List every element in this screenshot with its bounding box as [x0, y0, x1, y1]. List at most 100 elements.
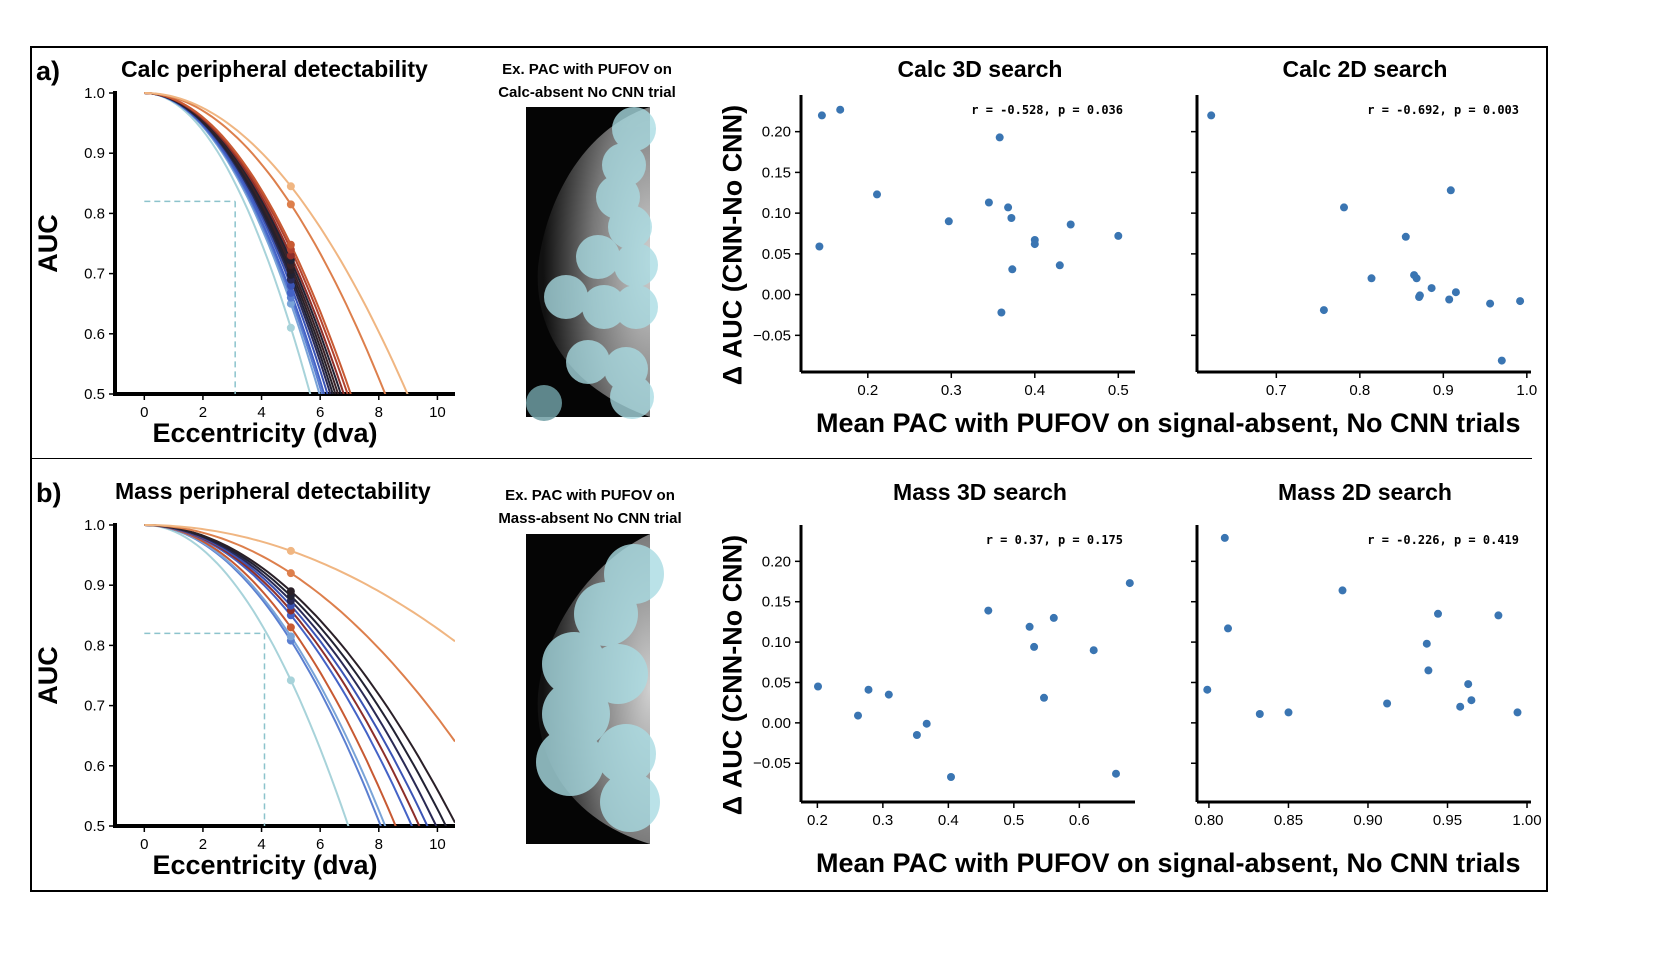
- calc2d-point-13: [1486, 299, 1495, 308]
- mass2d-point-12: [1467, 696, 1476, 705]
- calc2d-point-8: [1415, 291, 1424, 300]
- mass-curve-marker-9: [286, 587, 295, 596]
- calc-example-title: Ex. PAC with PUFOV on Calc-absent No CNN…: [487, 58, 687, 104]
- calc2d-annotation: r = -0.692, p = 0.003: [1367, 103, 1519, 117]
- calc-curve-xtick-label: 0: [140, 404, 148, 421]
- calc2d-point-12: [1451, 288, 1460, 297]
- mass-curve-ylabel: AUC: [33, 646, 63, 705]
- mass3d-point-8: [1025, 622, 1034, 631]
- mass3d-annotation: r = 0.37, p = 0.175: [986, 533, 1123, 547]
- calc3d-point-3: [873, 190, 881, 199]
- calc2d-point-15: [1516, 297, 1525, 306]
- calc3d-point-1: [836, 105, 845, 114]
- mass-curve-marker-2: [286, 632, 295, 641]
- mass3d-xtick-label: 0.3: [872, 812, 893, 829]
- calc3d-point-10: [997, 308, 1006, 317]
- mass-curve-xtick-label: 2: [199, 836, 207, 853]
- mass3d-point-1: [854, 711, 862, 720]
- calc2d-title: Calc 2D search: [1282, 56, 1448, 82]
- mass2d-annotation: r = -0.226, p = 0.419: [1367, 533, 1519, 547]
- calc-curve-ytick-label: 0.6: [84, 326, 105, 343]
- calc2d-point-0: [1207, 111, 1216, 120]
- mass2d-xtick-label: 0.85: [1274, 812, 1303, 829]
- mass3d-point-3: [884, 690, 893, 699]
- calc2d-point-6: [1412, 274, 1421, 283]
- mass-curve-ytick-label: 1.0: [84, 517, 105, 534]
- calc-curve-xtick-label: 6: [316, 404, 324, 421]
- mass2d-xtick-label: 0.95: [1433, 812, 1462, 829]
- calc-curve-ytick-label: 0.7: [84, 266, 105, 283]
- calc2d-point-10: [1445, 295, 1454, 304]
- mass-example-title-line1: Ex. PAC with PUFOV on: [505, 487, 675, 504]
- mass3d-point-7: [984, 606, 993, 615]
- mass2d-xtick-label: 1.00: [1512, 812, 1541, 829]
- calc3d-xtick-label: 0.3: [941, 382, 962, 399]
- mass3d-point-13: [1112, 769, 1120, 778]
- calc2d-point-2: [1340, 203, 1348, 212]
- mass-curve-xtick-label: 0: [140, 836, 148, 853]
- calc-curve-title: Calc peripheral detectability: [121, 56, 428, 82]
- calc-curve-marker-10: [286, 251, 295, 260]
- mass2d-point-3: [1255, 710, 1264, 718]
- calc3d-point-0: [817, 111, 826, 120]
- calc-curve-marker-12: [286, 240, 295, 249]
- mass2d-point-8: [1424, 666, 1433, 675]
- calc3d-point-15: [1114, 231, 1123, 240]
- mass-curve-curve-10: [144, 524, 455, 743]
- mass2d-xtick-label: 0.90: [1353, 812, 1382, 829]
- panel-letter-b: b): [36, 478, 62, 508]
- mass2d-point-14: [1513, 708, 1522, 717]
- calc-scatter-xlabel: Mean PAC with PUFOV on signal-absent, No…: [816, 408, 1521, 438]
- calc-curve-marker-13: [286, 200, 295, 209]
- mass3d-ytick-label: 0.05: [762, 674, 791, 691]
- calc3d-point-8: [1007, 214, 1016, 222]
- mass-curve-marker-3: [286, 623, 295, 632]
- mass-curve-title: Mass peripheral detectability: [115, 478, 431, 504]
- calc-curve-ytick-label: 0.8: [84, 205, 105, 222]
- mass-curve-ytick-label: 0.8: [84, 637, 105, 654]
- calc-curve-xtick-label: 2: [199, 404, 207, 421]
- mass3d-xtick-label: 0.4: [938, 812, 959, 829]
- calc3d-point-6: [995, 133, 1004, 142]
- mass-curve-ytick-label: 0.9: [84, 577, 105, 594]
- calc-example-title-line2: Calc-absent No CNN trial: [498, 84, 676, 101]
- calc3d-point-12: [1030, 240, 1039, 249]
- calc-curve-curves: [144, 92, 409, 394]
- mass2d-point-1: [1220, 533, 1229, 542]
- calc-curve-ytick-label: 0.5: [84, 386, 105, 403]
- calc-curve-marker-3: [286, 288, 295, 297]
- mass3d-xtick-label: 0.6: [1069, 812, 1090, 829]
- mass-curve-xtick-label: 10: [429, 836, 446, 853]
- mass3d-title: Mass 3D search: [893, 479, 1067, 505]
- calc-curve-ylabel: AUC: [33, 214, 63, 273]
- mass3d-point-0: [814, 682, 822, 691]
- mass-curve-marker-10: [286, 569, 295, 578]
- calc2d-xtick-label: 1.0: [1516, 382, 1537, 399]
- calc2d-xtick-label: 0.7: [1266, 382, 1287, 399]
- calc3d-annotation: r = -0.528, p = 0.036: [971, 103, 1123, 117]
- mass-curve-xtick-label: 6: [316, 836, 324, 853]
- calc-example-mammogram: [526, 107, 658, 421]
- mass-curve-marker-0: [286, 676, 295, 685]
- calc3d-ytick-label: 0.10: [762, 205, 791, 222]
- calc-curve-marker-1: [286, 299, 295, 308]
- mass2d-point-4: [1284, 708, 1293, 717]
- calc-example-title-line1: Ex. PAC with PUFOV on: [502, 61, 672, 78]
- calc3d-point-9: [1008, 265, 1017, 274]
- mass2d-point-2: [1224, 624, 1232, 633]
- calc-curve-ytick-label: 0.9: [84, 145, 105, 162]
- calc-curve-marker-4: [286, 281, 295, 290]
- mass-curve-xtick-label: 4: [257, 836, 265, 853]
- calc2d-point-4: [1401, 232, 1410, 241]
- mass2d-title: Mass 2D search: [1278, 479, 1452, 505]
- mass3d-point-6: [947, 773, 955, 781]
- mass3d-point-14: [1125, 579, 1134, 588]
- calc3d-point-13: [1055, 261, 1064, 270]
- figure-frame: [30, 46, 1548, 892]
- panel-letter-a: a): [36, 56, 61, 86]
- mass-curve-ytick-label: 0.5: [84, 818, 105, 835]
- calc-curve-xtick-label: 10: [429, 404, 446, 421]
- mass-curve-curve-0: [144, 524, 350, 826]
